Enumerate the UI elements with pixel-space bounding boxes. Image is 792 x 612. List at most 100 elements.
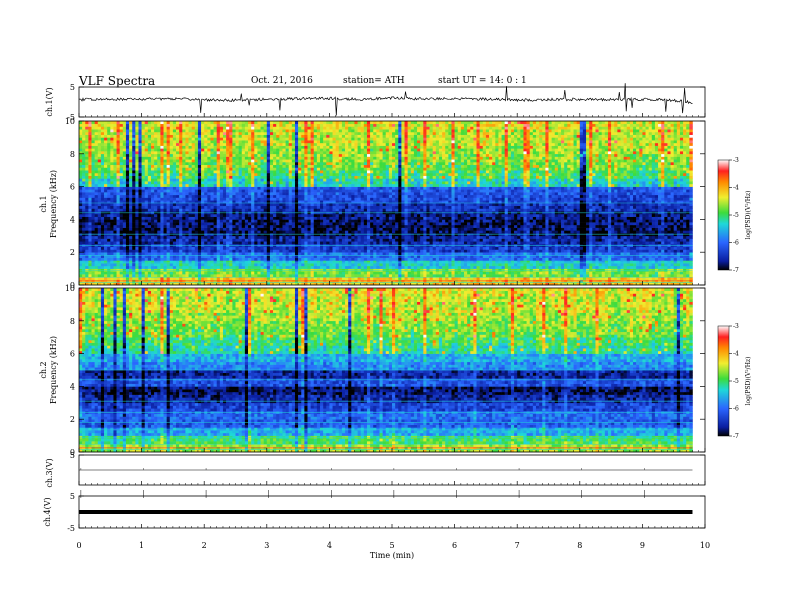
- spectrogram-cell: [676, 227, 681, 231]
- spectrogram-cell: [138, 282, 142, 286]
- spectrogram-cell: [445, 235, 449, 239]
- spectrogram-cell: [535, 224, 540, 228]
- spectrogram-cell: [251, 213, 255, 217]
- spectrogram-cell: [276, 265, 280, 269]
- spectrogram-cell: [94, 257, 99, 261]
- spectrogram-cell: [507, 230, 512, 234]
- spectrogram-cell: [392, 246, 396, 250]
- spectrogram-cell: [435, 274, 440, 278]
- spectrogram-cell: [476, 230, 480, 234]
- spectrogram-cell: [595, 274, 599, 278]
- spectrogram-cell: [157, 260, 161, 264]
- spectrogram-cell: [248, 216, 252, 220]
- spectrogram-cell: [417, 230, 421, 234]
- spectrogram-cell: [119, 216, 124, 220]
- spectrogram-cell: [426, 276, 430, 280]
- spectrogram-cell: [451, 230, 455, 234]
- spectrogram-cell: [266, 271, 271, 275]
- spectrogram-cell: [479, 230, 484, 234]
- spectrogram-cell: [423, 265, 427, 269]
- spectrogram-cell: [323, 274, 327, 278]
- spectrogram-cell: [495, 241, 499, 245]
- spectrogram-cell: [160, 254, 164, 258]
- spectrogram-cell: [298, 222, 302, 226]
- spectrogram-cell: [457, 265, 462, 269]
- spectrogram-cell: [617, 241, 621, 245]
- spectrogram-cell: [169, 241, 174, 245]
- spectrogram-cell: [642, 265, 646, 269]
- spectrogram-cell: [438, 282, 443, 286]
- spectrogram-cell: [298, 265, 302, 269]
- spectrogram-cell: [586, 276, 590, 280]
- spectrogram-cell: [489, 265, 493, 269]
- spectrogram-cell: [107, 252, 111, 256]
- spectrogram-cell: [304, 282, 308, 286]
- spectrogram-cell: [460, 230, 465, 234]
- spectrogram-cell: [141, 224, 146, 228]
- spectrogram-cell: [658, 271, 662, 275]
- spectrogram-cell: [382, 241, 387, 245]
- spectrogram-cell: [476, 233, 480, 237]
- spectrogram-cell: [366, 227, 371, 231]
- spectrogram-cell: [298, 230, 302, 234]
- spectrogram-cell: [629, 276, 634, 280]
- spectrogram-cell: [291, 213, 296, 217]
- spectrogram-cell: [514, 233, 518, 237]
- spectrogram-cell: [82, 271, 86, 275]
- spectrogram-cell: [576, 249, 581, 253]
- spectrogram-cell: [320, 222, 324, 226]
- spectrogram-cell: [582, 263, 587, 267]
- spectrogram-cell: [398, 235, 402, 239]
- spectrogram-cell: [617, 276, 621, 280]
- spectrogram-cell: [539, 246, 543, 250]
- spectrogram-cell: [235, 230, 239, 234]
- spectrogram-cell: [104, 252, 108, 256]
- spectrogram-cell: [129, 230, 133, 234]
- spectrogram-cell: [614, 274, 618, 278]
- spectrogram-cell: [438, 252, 443, 256]
- spectrogram-cell: [407, 271, 412, 275]
- spectrogram-cell: [197, 246, 202, 250]
- spectrogram-cell: [523, 274, 527, 278]
- spectrogram-cell: [341, 222, 346, 226]
- spectrogram-cell: [495, 276, 499, 280]
- spectrogram-cell: [548, 271, 552, 275]
- spectrogram-cell: [110, 233, 114, 237]
- spectrogram-cell: [651, 227, 656, 231]
- spectrogram-cell: [510, 282, 515, 286]
- spectrogram-cell: [282, 238, 286, 242]
- spectrogram-cell: [467, 246, 471, 250]
- spectrogram-cell: [379, 235, 383, 239]
- spectrogram-cell: [82, 249, 86, 253]
- spectrogram-cell: [79, 219, 83, 223]
- spectrogram-cell: [291, 216, 296, 220]
- spectrogram-cell: [548, 249, 552, 253]
- spectrogram-cell: [664, 222, 668, 226]
- spectrogram-cell: [686, 230, 690, 234]
- spectrogram-cell: [320, 249, 324, 253]
- spectrogram-cell: [507, 254, 512, 258]
- spectrogram-cell: [404, 227, 408, 231]
- spectrogram-cell: [542, 252, 546, 256]
- spectrogram-cell: [651, 235, 656, 239]
- spectrogram-cell: [567, 216, 571, 220]
- spectrogram-cell: [507, 241, 512, 245]
- spectrogram-cell: [579, 282, 584, 286]
- spectrogram-cell: [94, 233, 99, 237]
- spectrogram-cell: [548, 265, 552, 269]
- spectrogram-cell: [420, 233, 424, 237]
- spectrogram-cell: [651, 265, 656, 269]
- spectrogram-cell: [201, 254, 205, 258]
- spectrogram-cell: [141, 216, 146, 220]
- spectrogram-cell: [495, 260, 499, 264]
- spectrogram-cell: [570, 216, 574, 220]
- spectrogram-cell: [219, 254, 224, 258]
- spectrogram-cell: [426, 252, 430, 256]
- spectrogram-cell: [229, 271, 233, 275]
- spectrogram-cell: [658, 233, 662, 237]
- spectrogram-cell: [579, 224, 584, 228]
- spectrogram-cell: [354, 222, 358, 226]
- spectrogram-cell: [294, 230, 299, 234]
- spectrogram-cell: [129, 282, 133, 286]
- spectrogram-cell: [670, 219, 674, 223]
